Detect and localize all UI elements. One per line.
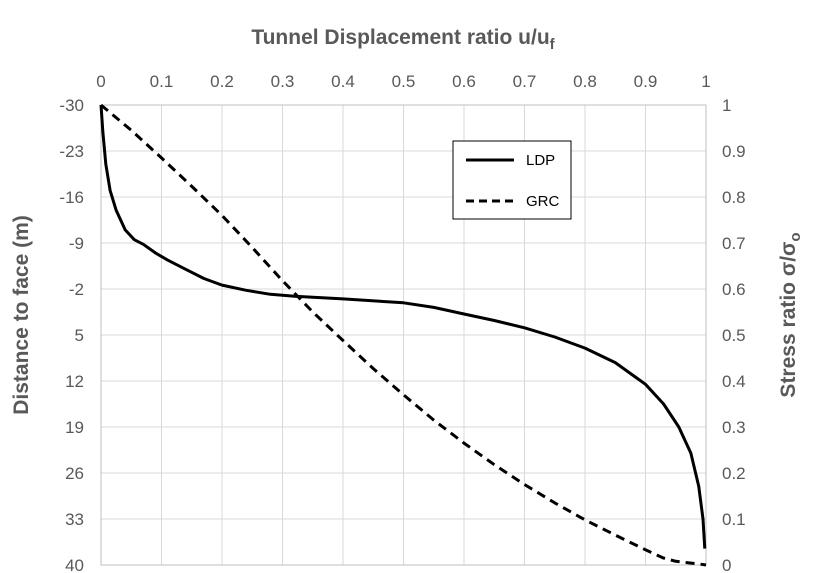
x-tick-label: 0.7 xyxy=(513,72,537,91)
x-tick-label: 0.2 xyxy=(210,72,234,91)
left-y-tick-label: 19 xyxy=(65,418,84,437)
series-lines xyxy=(99,103,707,567)
series-ldp-line xyxy=(99,104,707,549)
x-tick-label: 0.1 xyxy=(150,72,174,91)
right-y-tick-label: 0.6 xyxy=(722,280,746,299)
right-y-tick-label: 0 xyxy=(722,556,731,573)
left-y-tick-label: 12 xyxy=(65,372,84,391)
left-y-tick-label: 33 xyxy=(65,510,84,529)
x-tick-label: 0.4 xyxy=(331,72,355,91)
left-y-tick-label: -16 xyxy=(59,188,84,207)
plot-area-border xyxy=(100,104,707,566)
left-y-tick-label: -9 xyxy=(69,234,84,253)
x-tick-label: 0.6 xyxy=(452,72,476,91)
x-tick-label: 0.9 xyxy=(634,72,658,91)
left-y-tick-label: -2 xyxy=(69,280,84,299)
x-axis-ticks: 0 0.1 0.2 0.3 0.4 0.5 0.6 0.7 0.8 0.9 1 xyxy=(96,72,710,91)
right-y-tick-label: 1 xyxy=(722,96,731,115)
x-tick-label: 0 xyxy=(96,72,105,91)
right-y-tick-label: 0.2 xyxy=(722,464,746,483)
right-y-axis-title: Stress ratio σ/σo xyxy=(777,232,804,397)
left-y-tick-label: -30 xyxy=(59,96,84,115)
legend-box xyxy=(452,140,572,220)
x-axis-title: Tunnel Displacement ratio u/uf xyxy=(251,26,555,53)
right-y-tick-label: 0.9 xyxy=(722,142,746,161)
x-tick-label: 0.3 xyxy=(271,72,295,91)
series-grc-line xyxy=(100,103,707,567)
left-y-tick-label: 5 xyxy=(75,326,84,345)
right-y-tick-label: 0.5 xyxy=(722,326,746,345)
right-y-axis-ticks: 1 0.9 0.8 0.7 0.6 0.5 0.4 0.3 0.2 0.1 0 xyxy=(722,96,746,573)
left-y-tick-label: 26 xyxy=(65,464,84,483)
right-y-tick-label: 0.4 xyxy=(722,372,746,391)
left-y-tick-label: -23 xyxy=(59,142,84,161)
right-y-tick-label: 0.3 xyxy=(722,418,746,437)
gridlines xyxy=(100,104,707,566)
right-y-tick-label: 0.8 xyxy=(722,188,746,207)
x-tick-label: 1 xyxy=(701,72,710,91)
right-y-tick-label: 0.1 xyxy=(722,510,746,529)
legend-grc-label: GRC xyxy=(526,193,560,210)
left-y-tick-label: 40 xyxy=(65,556,84,573)
x-tick-label: 0.8 xyxy=(573,72,597,91)
right-y-tick-label: 0.7 xyxy=(722,234,746,253)
x-tick-label: 0.5 xyxy=(392,72,416,91)
legend-ldp-label: LDP xyxy=(526,152,555,169)
left-y-axis-ticks: -30 -23 -16 -9 -2 5 12 19 26 33 40 xyxy=(59,96,84,573)
legend: LDP GRC xyxy=(452,140,572,220)
left-y-axis-title: Distance to face (m) xyxy=(10,215,33,415)
